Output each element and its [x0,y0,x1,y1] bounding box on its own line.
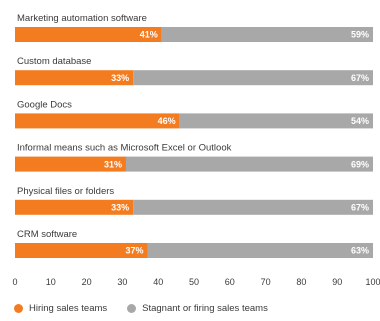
category-label: Physical files or folders [17,186,114,197]
data-label-stagnant: 59% [351,30,369,40]
legend-swatch-hiring [14,304,23,313]
x-tick-label: 50 [189,277,199,287]
data-label-stagnant: 67% [351,73,369,83]
x-tick-label: 90 [332,277,342,287]
x-tick-label: 80 [296,277,306,287]
legend-swatch-stagnant [127,304,137,313]
x-tick-label: 40 [153,277,163,287]
x-tick-label: 20 [82,277,92,287]
bar-segment-stagnant [133,199,373,215]
x-tick-label: 30 [117,277,127,287]
data-label-hiring: 46% [158,116,176,126]
data-label-stagnant: 63% [351,246,369,256]
bar-segment-hiring [15,243,148,258]
data-label-hiring: 37% [125,246,143,256]
category-label: Informal means such as Microsoft Excel o… [17,143,232,154]
data-label-stagnant: 69% [351,159,369,169]
bar-segment-stagnant [125,156,373,172]
bar-segment-hiring [15,199,134,215]
legend-item-stagnant: Stagnant or firing sales teams [127,303,268,314]
bar-segment-stagnant [133,70,373,86]
x-tick-label: 0 [12,277,17,287]
legend-label-stagnant: Stagnant or firing sales teams [142,303,268,314]
data-label-hiring: 33% [111,73,129,83]
legend-label-hiring: Hiring sales teams [29,303,108,314]
data-label-hiring: 41% [140,30,158,40]
bar-segment-stagnant [161,27,373,42]
category-label: CRM software [17,229,77,240]
data-label-hiring: 33% [111,203,129,213]
bar-segment-stagnant [179,113,373,129]
bar-segment-hiring [15,70,134,86]
category-label: Google Docs [17,99,72,110]
bar-segment-hiring [15,113,180,129]
x-tick-label: 60 [225,277,235,287]
category-label: Custom database [17,56,91,67]
category-label: Marketing automation software [17,13,147,24]
bar-segment-hiring [15,156,126,172]
data-label-stagnant: 54% [351,116,369,126]
data-label-hiring: 31% [104,159,122,169]
legend-item-hiring: Hiring sales teams [14,303,107,314]
data-label-stagnant: 67% [351,203,369,213]
chart-legend: Hiring sales teams Stagnant or firing sa… [14,303,288,314]
bar-segment-stagnant [147,243,373,258]
x-tick-label: 10 [46,277,56,287]
x-tick-label: 100 [365,277,380,287]
bar-segment-hiring [15,27,162,42]
x-tick-label: 70 [261,277,271,287]
